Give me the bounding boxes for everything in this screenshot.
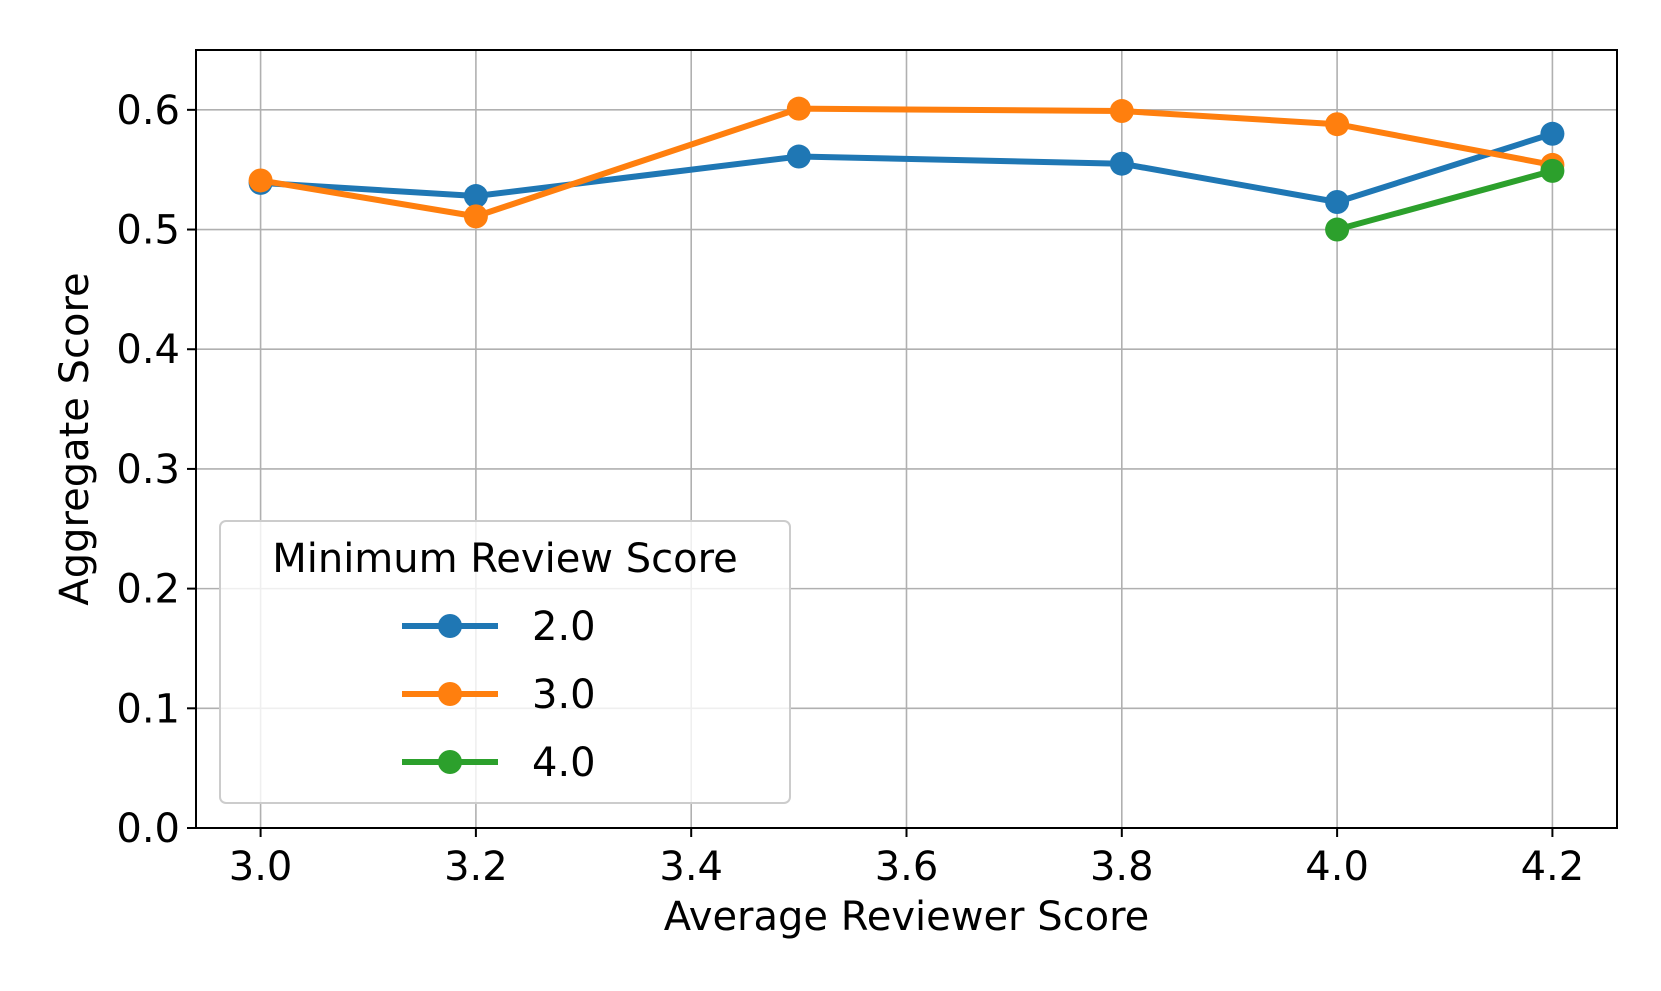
data-point: [1325, 190, 1350, 215]
data-point: [1540, 121, 1565, 146]
x-tick-label: 4.2: [1521, 844, 1585, 890]
legend-item: 2.0: [402, 604, 596, 650]
x-axis-ticks: 3.0 3.2 3.4 3.6 3.8 4.0 4.2: [229, 828, 1584, 890]
data-point: [1540, 158, 1565, 183]
series-3.0: [248, 96, 1565, 229]
y-axis-label: Aggregate Score: [52, 272, 98, 605]
legend: Minimum Review Score 2.0 3.0 4.0: [219, 520, 791, 804]
x-tick-label: 3.8: [1090, 844, 1154, 890]
y-axis-ticks: 0.0 0.1 0.2 0.3 0.4 0.5 0.6: [116, 88, 196, 852]
x-tick-label: 4.0: [1305, 844, 1369, 890]
data-point: [463, 184, 488, 209]
y-tick-label: 0.5: [116, 208, 180, 254]
y-tick-label: 0.0: [116, 806, 180, 852]
data-point: [786, 96, 811, 121]
x-tick-label: 3.2: [444, 844, 508, 890]
legend-label: 2.0: [532, 604, 596, 650]
y-tick-label: 0.4: [116, 327, 180, 373]
data-point: [786, 144, 811, 169]
x-tick-label: 3.6: [875, 844, 939, 890]
legend-items: 2.0 3.0 4.0: [402, 604, 596, 786]
legend-label: 3.0: [532, 672, 596, 718]
x-tick-label: 3.4: [659, 844, 723, 890]
data-point: [463, 204, 488, 229]
legend-title: Minimum Review Score: [272, 536, 738, 582]
y-tick-label: 0.2: [116, 567, 180, 613]
x-tick-label: 3.0: [229, 844, 293, 890]
y-tick-label: 0.6: [116, 88, 180, 134]
series-line: [257, 130, 1556, 206]
data-point: [1109, 151, 1134, 176]
series-line: [1334, 167, 1556, 233]
series-lines: [248, 96, 1565, 242]
legend-item: 3.0: [402, 672, 596, 718]
y-tick-label: 0.3: [116, 447, 180, 493]
legend-marker: [438, 750, 462, 774]
y-tick-label: 0.1: [116, 686, 180, 732]
x-axis-label: Average Reviewer Score: [664, 894, 1150, 940]
data-point: [1109, 99, 1134, 124]
data-point: [1325, 112, 1350, 137]
legend-label: 4.0: [532, 740, 596, 786]
series-line: [257, 105, 1556, 220]
legend-marker: [438, 682, 462, 706]
legend-marker: [438, 614, 462, 638]
series-4.0: [1325, 158, 1565, 242]
data-point: [248, 168, 273, 193]
data-point: [1325, 217, 1350, 242]
legend-box: [219, 520, 791, 804]
legend-item: 4.0: [402, 740, 596, 786]
